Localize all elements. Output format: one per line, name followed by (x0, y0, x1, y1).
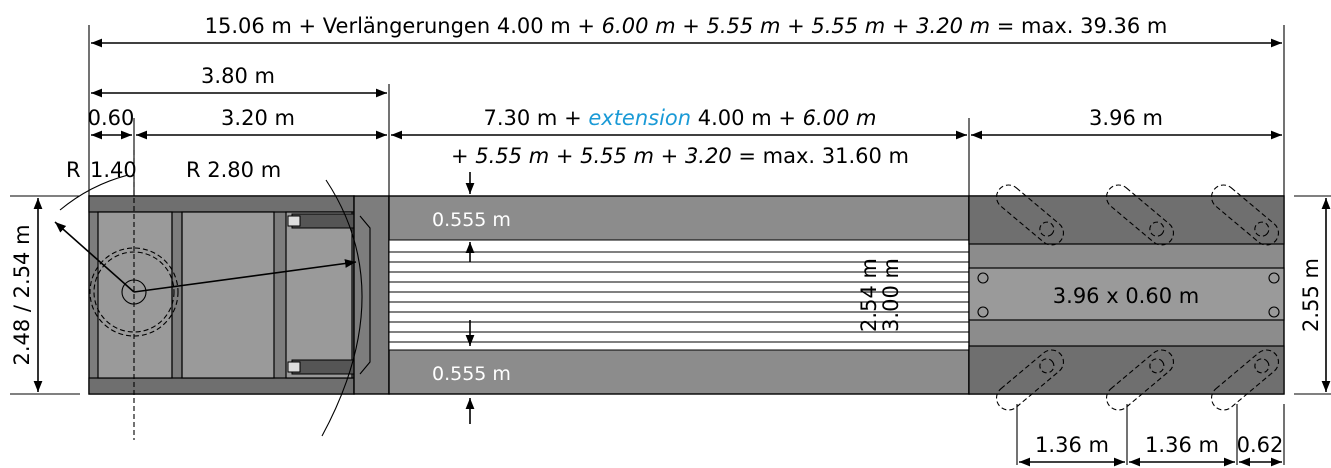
radius-outer-label: R 2.80 m (186, 158, 281, 182)
deck-width-1-label: 2.54 m (857, 258, 881, 332)
axle-rear-label: 0.62 (1237, 433, 1284, 457)
total-length-label: 15.06 m + Verlängerungen 4.00 m + 6.00 m… (205, 14, 1168, 38)
radius-inner-value: 1.40 (90, 158, 137, 182)
outrigger-pads (996, 184, 1279, 411)
radius-inner-r: R (66, 158, 81, 182)
extension-lines (10, 25, 1331, 465)
deck-section (388, 172, 970, 424)
deck-strip-top-label: 0.555 m (432, 209, 511, 231)
rear-section (968, 195, 1285, 395)
front-overhang-label: 0.60 (88, 106, 135, 130)
turning-radius-marks (54, 150, 363, 440)
deck-length-line1: 7.30 m + extension 4.00 m + 6.00 m (484, 106, 877, 130)
rear-platform-label: 3.96 x 0.60 m (1053, 284, 1199, 308)
axle-spacing-1-label: 1.36 m (1035, 433, 1109, 457)
axle-spacing-2-label: 1.36 m (1145, 433, 1219, 457)
cab-section (88, 195, 390, 395)
cab-length-label: 3.80 m (201, 64, 275, 88)
rear-section-label: 3.96 m (1089, 106, 1163, 130)
width-left-label: 2.48 / 2.54 m (10, 224, 34, 365)
deck-width-2-label: 3.00 m (879, 258, 903, 332)
deck-length-line2: + 5.55 m + 5.55 m + 3.20 = max. 31.60 m (451, 144, 909, 168)
width-right-label: 2.55 m (1299, 258, 1323, 332)
deck-strip-bottom-label: 0.555 m (432, 363, 511, 385)
cab-body-label: 3.20 m (221, 106, 295, 130)
